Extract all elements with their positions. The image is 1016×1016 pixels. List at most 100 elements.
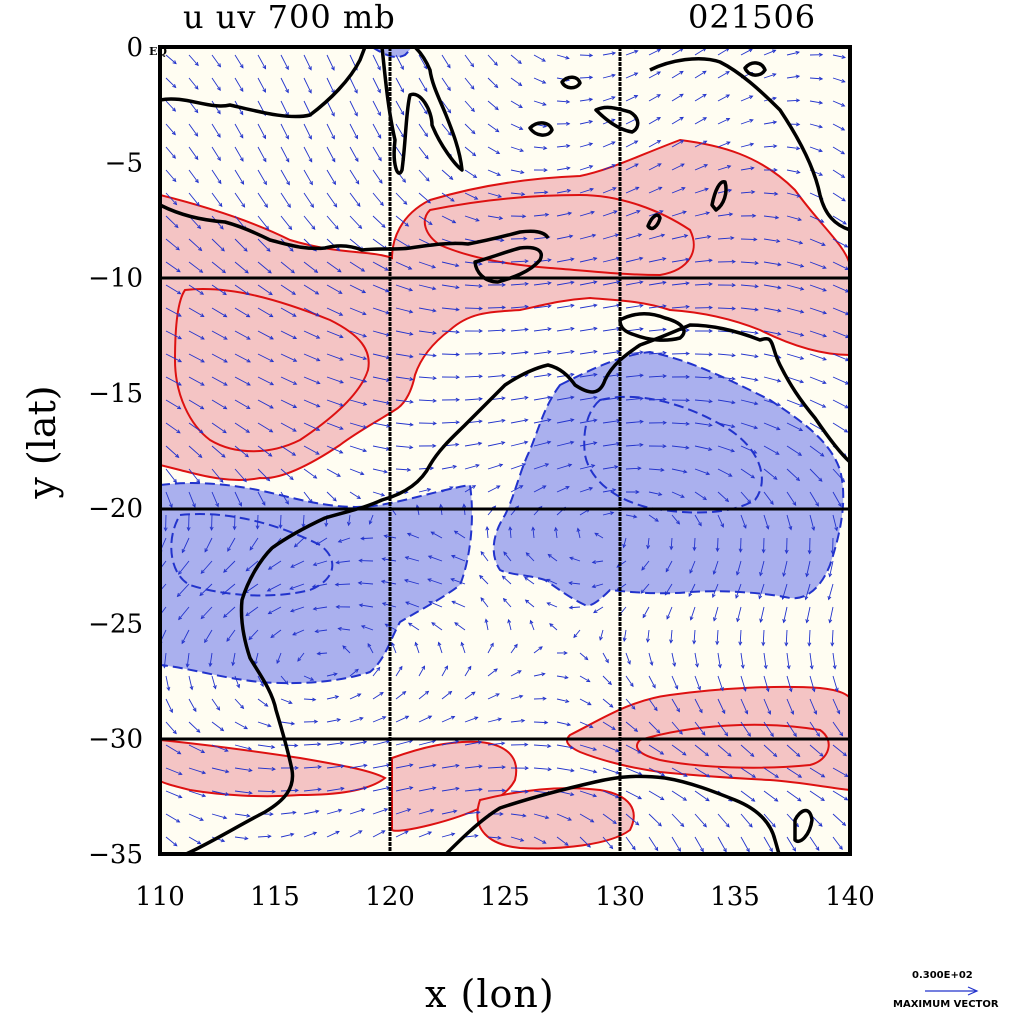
wind-vector bbox=[625, 328, 643, 332]
wind-vector-head bbox=[656, 94, 661, 98]
wind-vector-head bbox=[758, 595, 763, 600]
wind-vector-head bbox=[593, 609, 598, 614]
wind-vector-head bbox=[472, 174, 478, 179]
wind-vector-head bbox=[517, 670, 522, 674]
wind-vector-head bbox=[430, 531, 435, 536]
wind-vector bbox=[717, 422, 735, 428]
wind-vector-head bbox=[360, 471, 365, 476]
wind-vector bbox=[602, 675, 612, 685]
wind-vector bbox=[740, 744, 754, 757]
wind-vector bbox=[349, 284, 366, 293]
wind-vector-head bbox=[292, 381, 298, 385]
wind-vector bbox=[441, 192, 455, 202]
wind-vector-head bbox=[656, 48, 662, 53]
wind-vector-head bbox=[354, 112, 358, 117]
wind-vector-head bbox=[294, 788, 299, 793]
wind-vector-head bbox=[225, 792, 230, 797]
wind-vector-head bbox=[288, 225, 293, 231]
wind-vector bbox=[625, 675, 634, 687]
wind-vector-head bbox=[432, 398, 437, 403]
wind-vector bbox=[717, 94, 730, 102]
wind-vector-head bbox=[432, 763, 437, 768]
wind-vector bbox=[487, 643, 494, 654]
wind-vector bbox=[648, 163, 662, 171]
wind-vector-head bbox=[798, 427, 804, 432]
wind-vector bbox=[211, 353, 228, 363]
wind-vector-head bbox=[542, 840, 547, 844]
wind-vector-head bbox=[638, 771, 643, 776]
wind-vector-head bbox=[790, 710, 795, 716]
wind-vector bbox=[188, 192, 200, 206]
wind-vector-head bbox=[194, 132, 199, 137]
wind-vector bbox=[407, 533, 420, 539]
wind-vector-head bbox=[201, 793, 207, 798]
wind-vector-head bbox=[754, 377, 759, 382]
wind-vector bbox=[556, 744, 574, 749]
wind-vector-head bbox=[639, 303, 644, 308]
wind-vector bbox=[165, 491, 173, 508]
wind-vector bbox=[441, 486, 453, 493]
wind-vector-head bbox=[244, 836, 249, 841]
wind-vector bbox=[294, 537, 305, 548]
wind-vector-head bbox=[216, 706, 221, 711]
wind-vector bbox=[832, 468, 845, 482]
wind-vector bbox=[602, 164, 616, 171]
wind-vector-head bbox=[679, 70, 684, 75]
wind-vector-head bbox=[662, 280, 667, 285]
wind-vector-head bbox=[267, 723, 272, 728]
wind-vector bbox=[395, 764, 413, 769]
wind-vector bbox=[783, 560, 788, 577]
wind-vector bbox=[717, 652, 721, 668]
wind-vector-head bbox=[239, 64, 244, 69]
wind-vector-head bbox=[730, 448, 736, 453]
wind-vector-head bbox=[665, 568, 670, 573]
wind-vector-head bbox=[219, 727, 225, 732]
wind-vector-head bbox=[772, 49, 777, 54]
wind-vector bbox=[533, 419, 551, 424]
wind-vector bbox=[671, 721, 683, 735]
wind-vector bbox=[602, 652, 609, 663]
wind-vector-head bbox=[634, 140, 639, 145]
wind-vector-head bbox=[194, 108, 199, 114]
wind-vector bbox=[211, 146, 221, 161]
wind-vector bbox=[806, 606, 811, 623]
wind-vector-head bbox=[662, 327, 667, 332]
wind-vector bbox=[666, 606, 673, 619]
wind-vector bbox=[763, 468, 778, 480]
wind-vector bbox=[464, 442, 482, 447]
wind-vector bbox=[487, 215, 503, 219]
wind-vector bbox=[593, 606, 604, 614]
wind-vector-head bbox=[715, 640, 720, 646]
wind-vector-head bbox=[358, 830, 363, 835]
wind-vector-head bbox=[501, 260, 506, 265]
wind-vector-head bbox=[777, 331, 782, 336]
wind-vector-head bbox=[194, 178, 199, 184]
wind-vector bbox=[740, 119, 754, 125]
wind-vector bbox=[441, 54, 451, 68]
wind-vector bbox=[405, 556, 420, 562]
wind-vector-head bbox=[593, 418, 598, 423]
wind-vector-head bbox=[615, 748, 620, 753]
wind-vector bbox=[763, 652, 767, 669]
wind-vector bbox=[336, 560, 351, 564]
wind-vector bbox=[786, 99, 800, 102]
wind-vector bbox=[786, 146, 800, 150]
wind-vector bbox=[556, 258, 574, 263]
wind-vector bbox=[188, 169, 199, 183]
wind-vector bbox=[805, 583, 811, 600]
wind-vector bbox=[828, 583, 834, 600]
wind-vector-head bbox=[292, 313, 297, 317]
wind-vector-head bbox=[799, 379, 805, 384]
wind-vector bbox=[326, 831, 340, 838]
wind-vector-head bbox=[612, 488, 617, 493]
wind-vector-head bbox=[195, 202, 200, 207]
wind-vector-head bbox=[310, 203, 314, 208]
wind-vector bbox=[188, 77, 199, 90]
wind-vector bbox=[395, 261, 412, 270]
wind-vector-head bbox=[842, 220, 847, 225]
wind-vector-head bbox=[524, 304, 529, 309]
wind-vector bbox=[625, 836, 636, 850]
wind-vector bbox=[671, 93, 684, 102]
wind-vector bbox=[349, 77, 358, 94]
wind-vector-head bbox=[720, 523, 724, 528]
